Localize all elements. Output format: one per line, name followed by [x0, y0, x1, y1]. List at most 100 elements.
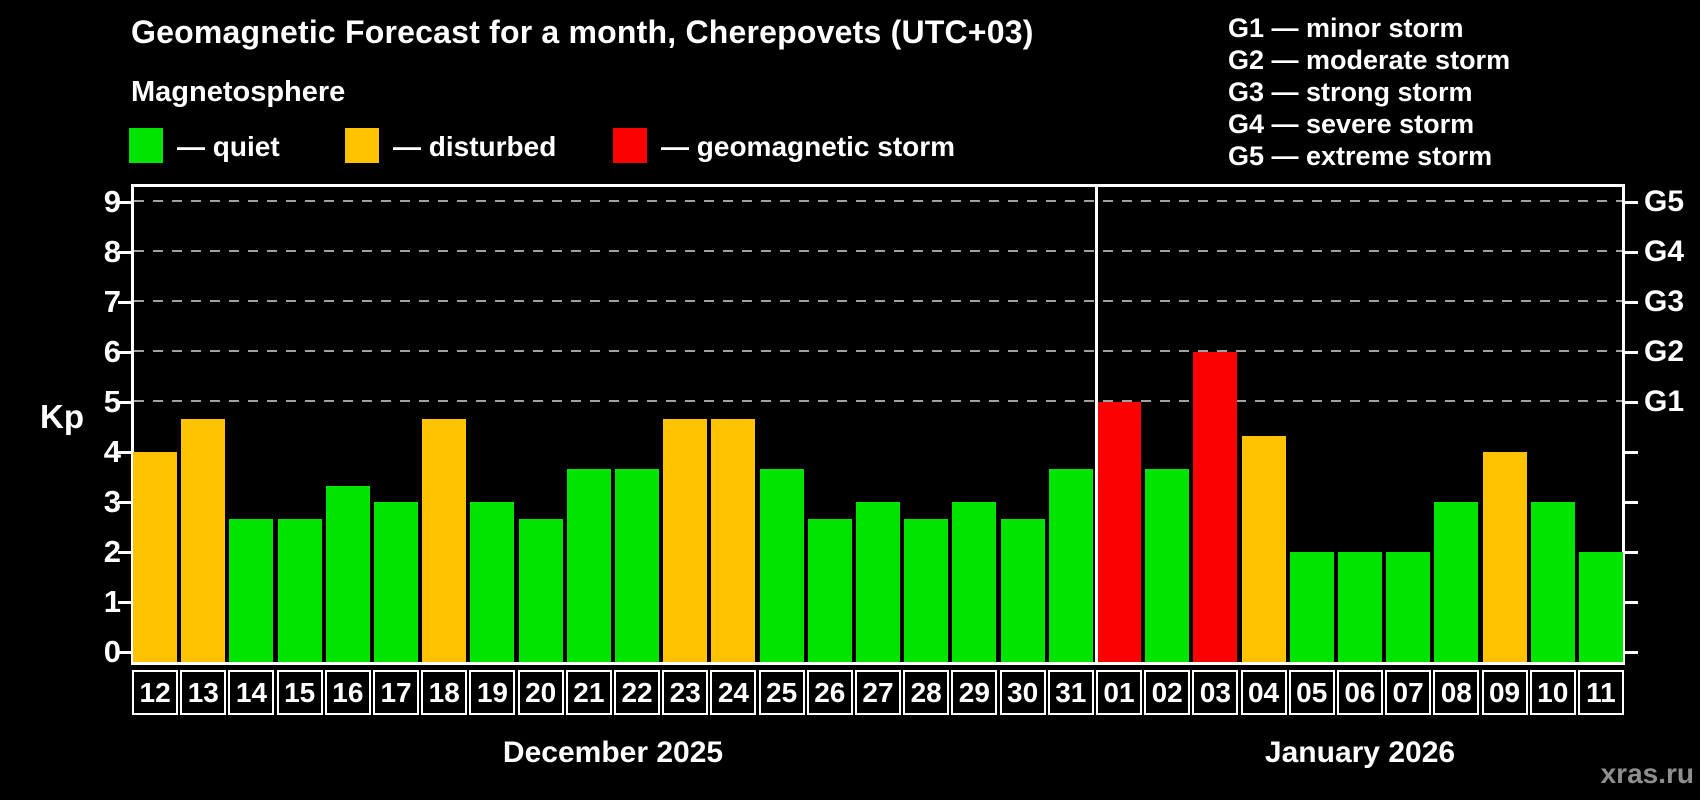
storm-scale-line-g5: G5 — extreme storm: [1228, 141, 1493, 171]
x-day-label-08: 08: [1433, 670, 1480, 715]
storm-scale-line-g4: G4 — severe storm: [1228, 109, 1475, 139]
kp-bar-day-27: [856, 502, 900, 662]
g-scale-label-g1: G1: [1644, 385, 1685, 418]
y-tick-label-6: 6: [103, 334, 121, 369]
x-day-label-16: 16: [324, 670, 371, 715]
y-tick-left-9: [118, 201, 131, 204]
y-tick-label-7: 7: [103, 284, 121, 319]
x-day-label-25: 25: [758, 670, 805, 715]
kp-bar-day-11: [1578, 552, 1623, 662]
y-tick-right-0: [1625, 651, 1638, 654]
x-day-label-27: 27: [855, 670, 901, 715]
x-day-label-29: 29: [951, 670, 998, 715]
x-day-label-11: 11: [1577, 670, 1624, 715]
x-day-label-20: 20: [517, 670, 564, 715]
kp-bar-day-26: [807, 518, 852, 662]
x-day-label-04: 04: [1240, 670, 1287, 715]
gridline-kp-8: [134, 250, 1622, 252]
y-tick-label-2: 2: [103, 534, 121, 569]
kp-bar-day-05: [1289, 552, 1334, 662]
kp-bar-day-15: [277, 518, 322, 662]
x-day-label-06: 06: [1336, 670, 1383, 715]
x-day-label-26: 26: [806, 670, 853, 715]
y-tick-label-5: 5: [103, 384, 121, 419]
y-tick-label-4: 4: [103, 434, 121, 469]
chart-subtitle: Magnetosphere: [131, 76, 346, 108]
x-day-label-13: 13: [180, 670, 227, 715]
kp-bar-day-21: [566, 468, 611, 662]
kp-bar-day-03: [1193, 352, 1238, 662]
kp-bar-day-28: [904, 518, 949, 662]
x-day-label-30: 30: [999, 670, 1046, 715]
x-axis-day-labels: 12 13 14 15 16 17 18 19 20 21 22 23 24 25 26 27 28 29 30 31…: [131, 670, 1625, 715]
kp-bar-day-17: [374, 502, 419, 662]
kp-bar-day-08: [1434, 502, 1479, 662]
plot-area: [131, 184, 1625, 665]
y-tick-label-1: 1: [103, 584, 121, 619]
month-separator: [1094, 187, 1098, 662]
x-day-label-22: 22: [614, 670, 661, 715]
kp-bar-day-09: [1482, 452, 1527, 662]
storm-scale-legend: G1 — minor storm G2 — moderate storm G3 …: [1228, 12, 1510, 172]
y-tick-right-7: [1625, 301, 1638, 304]
kp-bar-day-31: [1048, 468, 1093, 662]
watermark: xras.ru: [1600, 758, 1694, 789]
x-day-label-12: 12: [132, 670, 179, 715]
gridline-kp-6: [134, 350, 1622, 352]
kp-bar-day-22: [615, 468, 660, 662]
y-tick-label-0: 0: [103, 634, 121, 669]
y-tick-left-5: [118, 401, 131, 404]
y-tick-label-8: 8: [103, 234, 121, 269]
x-day-label-02: 02: [1144, 670, 1191, 715]
y-tick-left-1: [118, 601, 131, 604]
kp-bar-day-10: [1530, 502, 1575, 662]
x-day-label-07: 07: [1385, 670, 1432, 715]
kp-bar-day-12: [133, 452, 178, 662]
y-tick-right-1: [1625, 601, 1638, 604]
y-tick-left-3: [118, 501, 131, 504]
y-tick-left-6: [118, 351, 131, 354]
g-scale-label-g5: G5: [1644, 185, 1685, 218]
legend-label-quiet: — quiet: [177, 131, 280, 162]
x-day-label-05: 05: [1288, 670, 1335, 715]
storm-scale-line-g3: G3 — strong storm: [1228, 77, 1473, 107]
x-day-label-28: 28: [903, 670, 950, 715]
kp-bar-day-13: [181, 418, 226, 662]
legend-label-storm: — geomagnetic storm: [661, 131, 956, 162]
x-day-label-17: 17: [373, 670, 420, 715]
y-tick-right-9: [1625, 201, 1638, 204]
y-tick-right-3: [1625, 501, 1638, 504]
legend-label-disturbed: — disturbed: [393, 131, 557, 162]
y-tick-label-9: 9: [103, 184, 121, 219]
y-tick-left-0: [118, 651, 131, 654]
y-tick-left-8: [118, 251, 131, 254]
y-tick-right-6: [1625, 351, 1638, 354]
kp-bar-day-02: [1145, 468, 1190, 662]
y-tick-left-4: [118, 451, 131, 454]
kp-bar-day-01: [1096, 402, 1141, 662]
gridline-kp-7: [134, 300, 1622, 302]
y-tick-left-7: [118, 301, 131, 304]
y-tick-right-8: [1625, 251, 1638, 254]
x-day-label-01: 01: [1095, 670, 1142, 715]
x-day-label-19: 19: [469, 670, 516, 715]
kp-bar-day-19: [470, 502, 515, 662]
kp-bar-day-18: [422, 418, 467, 662]
month-label-january: January 2026: [1264, 736, 1456, 769]
kp-bar-day-24: [711, 418, 756, 662]
chart-title: Geomagnetic Forecast for a month, Cherep…: [131, 14, 1034, 50]
y-tick-right-5: [1625, 401, 1638, 404]
legend-swatch-quiet-icon: [129, 128, 163, 163]
y-tick-left-2: [118, 551, 131, 554]
gridline-kp-5: [134, 400, 1622, 402]
x-day-label-10: 10: [1529, 670, 1576, 715]
month-label-december: December 2025: [502, 736, 724, 769]
y-tick-right-2: [1625, 551, 1638, 554]
g-scale-label-g4: G4: [1644, 235, 1685, 268]
y-tick-label-3: 3: [103, 484, 121, 519]
legend-swatch-disturbed-icon: [345, 128, 379, 163]
x-day-label-15: 15: [276, 670, 323, 715]
x-day-label-24: 24: [710, 670, 757, 715]
storm-scale-line-g2: G2 — moderate storm: [1228, 45, 1511, 75]
x-day-label-23: 23: [662, 670, 709, 715]
